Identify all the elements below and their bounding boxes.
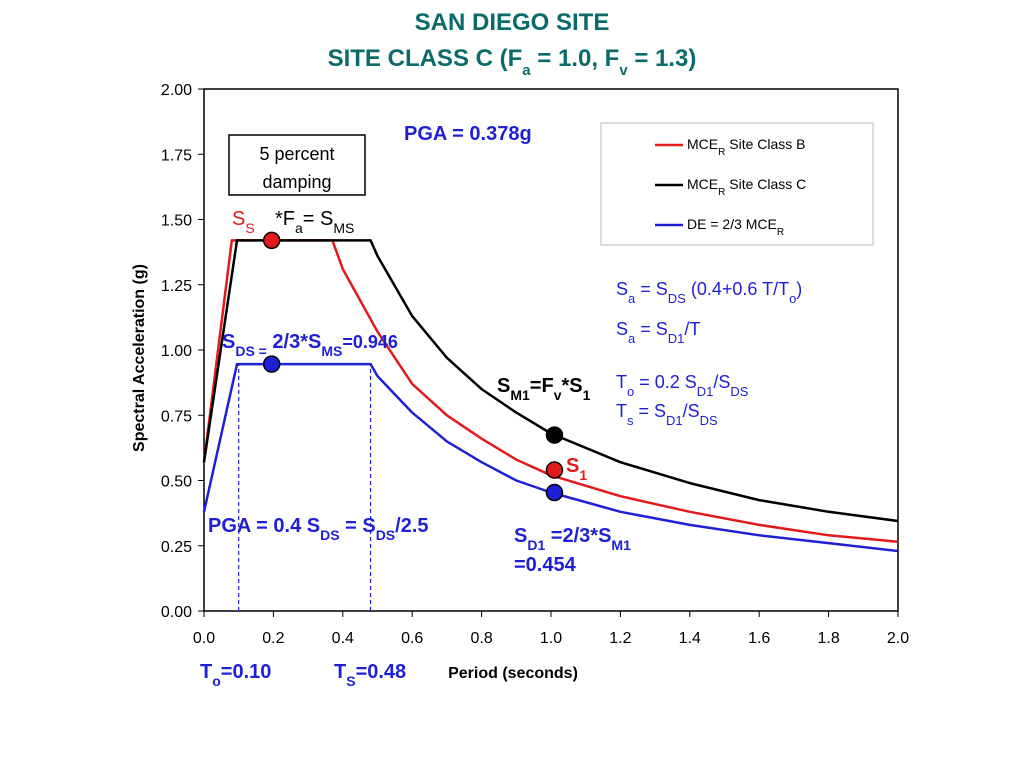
- sd1-label: SD1 =2/3*SM1: [514, 525, 631, 553]
- x-axis-ticks: 0.0 0.2 0.4 0.6 0.8 1.0 1.2 1.4 1.6 1.8 2.0: [193, 611, 909, 647]
- series-lines: [202, 239, 899, 553]
- x-tick-label: 0.0: [193, 630, 215, 647]
- y-tick-label: 0.00: [161, 604, 192, 621]
- y-tick-label: 1.50: [161, 213, 192, 230]
- key-points: [262, 231, 564, 502]
- s1-label: S1: [566, 455, 587, 483]
- legend-label-class-b: MCER Site Class B: [687, 136, 806, 158]
- equation-sa-ds: Sa = SDS (0.4+0.6 T/To): [616, 279, 802, 306]
- series-line-de: [202, 362, 899, 553]
- series-line-class-b: [202, 239, 899, 544]
- damping-line1: 5 percent: [259, 144, 334, 164]
- legend-box: [600, 122, 874, 246]
- equation-ts: Ts = SD1/SDS: [616, 401, 718, 428]
- y-tick-label: 1.00: [161, 343, 192, 360]
- equation-sa-d1: Sa = SD1/T: [616, 319, 700, 346]
- x-tick-label: 1.4: [679, 630, 701, 647]
- period-markers: [238, 364, 372, 611]
- pga-top-label: PGA = 0.378g: [404, 123, 532, 145]
- x-tick-label: 2.0: [887, 630, 909, 647]
- point-sd1: [545, 483, 564, 502]
- chart-title-line1: SAN DIEGO SITE: [415, 9, 610, 36]
- legend-label-de: DE = 2/3 MCER: [687, 216, 784, 238]
- x-axis-label: Period (seconds): [448, 665, 578, 682]
- legend-label-class-c: MCER Site Class C: [687, 176, 806, 198]
- y-tick-label: 0.75: [161, 408, 192, 425]
- x-tick-label: 1.8: [817, 630, 839, 647]
- point-s1: [545, 461, 564, 479]
- damping-box: [228, 134, 366, 196]
- x-tick-label: 0.4: [332, 630, 354, 647]
- point-sds: [262, 355, 281, 373]
- legend: MCER Site Class B MCER Site Class C DE =…: [600, 122, 874, 246]
- equation-to: To = 0.2 SD1/SDS: [616, 372, 749, 399]
- y-tick-label: 0.50: [161, 474, 192, 491]
- x-tick-label: 1.2: [609, 630, 631, 647]
- x-tick-label: 0.2: [262, 630, 284, 647]
- sm1-label: SM1=Fv*S1: [497, 375, 591, 403]
- point-sm1: [545, 426, 564, 444]
- y-tick-label: 1.75: [161, 147, 192, 164]
- chart-title-line2: SITE CLASS C (Fa = 1.0, Fv = 1.3): [328, 45, 697, 79]
- x-tick-label: 1.0: [540, 630, 562, 647]
- x-tick-label: 0.8: [470, 630, 492, 647]
- point-ss: [262, 231, 281, 250]
- series-line-class-c: [202, 239, 899, 523]
- damping-line2: damping: [262, 172, 331, 192]
- pga-bottom-label: PGA = 0.4 SDS = SDS/2.5: [208, 515, 429, 543]
- sds-label: SDS = 2/3*SMS=0.946: [222, 331, 398, 359]
- y-tick-label: 1.25: [161, 278, 192, 295]
- y-axis-label: Spectral Acceleration (g): [131, 264, 148, 452]
- x-tick-label: 1.6: [748, 630, 770, 647]
- ts-value-label: TS=0.48: [334, 661, 406, 689]
- fa-sms-label: *Fa= SMS: [275, 208, 354, 236]
- ss-label: SS: [232, 208, 255, 236]
- to-value-label: To=0.10: [200, 661, 271, 689]
- y-axis-ticks: 0.00 0.25 0.50 0.75 1.00 1.25 1.50 1.75 2.00: [161, 82, 204, 621]
- y-tick-label: 0.25: [161, 539, 192, 556]
- sd1-value: =0.454: [514, 554, 577, 576]
- x-tick-label: 0.6: [401, 630, 423, 647]
- y-tick-label: 2.00: [161, 82, 192, 99]
- damping-note: 5 percent damping: [228, 134, 366, 196]
